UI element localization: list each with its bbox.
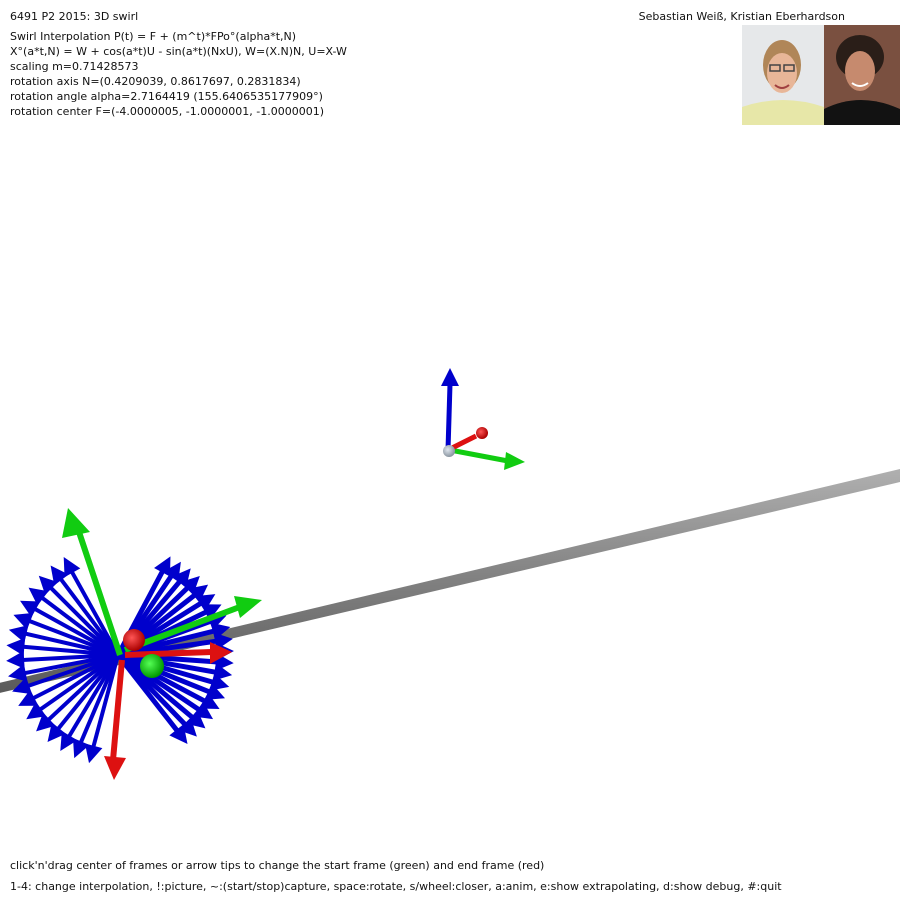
- interpolated-frames: [6, 556, 234, 763]
- scaling-value: scaling m=0.71428573: [10, 59, 347, 74]
- formula-line: Swirl Interpolation P(t) = F + (m^t)*FPo…: [10, 29, 347, 44]
- rotation-angle-value: rotation angle alpha=2.7164419 (155.6406…: [10, 89, 347, 104]
- app-title: 6491 P2 2015: 3D swirl: [10, 9, 138, 24]
- extrapolated-frame: [441, 368, 525, 470]
- author-photo-2: [824, 25, 900, 125]
- rotation-center-value: rotation center F=(-4.0000005, -1.000000…: [10, 104, 347, 119]
- start-frame-y-arrow-tip: [62, 508, 90, 538]
- authors-label: Sebastian Weiß, Kristian Eberhardson: [639, 9, 845, 24]
- end-frame-y-arrow-tip: [104, 756, 126, 780]
- interpolation-info: Swirl Interpolation P(t) = F + (m^t)*FPo…: [10, 29, 347, 119]
- help-text-keys: 1-4: change interpolation, !:picture, ~:…: [10, 879, 782, 894]
- help-text-frames: click'n'drag center of frames or arrow t…: [10, 858, 544, 873]
- rotation-formula-line: X°(a*t,N) = W + cos(a*t)U - sin(a*t)(NxU…: [10, 44, 347, 59]
- start-frame-center: [140, 654, 164, 678]
- author-photos: [742, 25, 900, 125]
- rotation-axis-value: rotation axis N=(0.4209039, 0.8617697, 0…: [10, 74, 347, 89]
- start-frame-x-arrow-tip: [234, 596, 262, 618]
- author-photo-1: [742, 25, 824, 125]
- end-frame-center: [123, 629, 145, 651]
